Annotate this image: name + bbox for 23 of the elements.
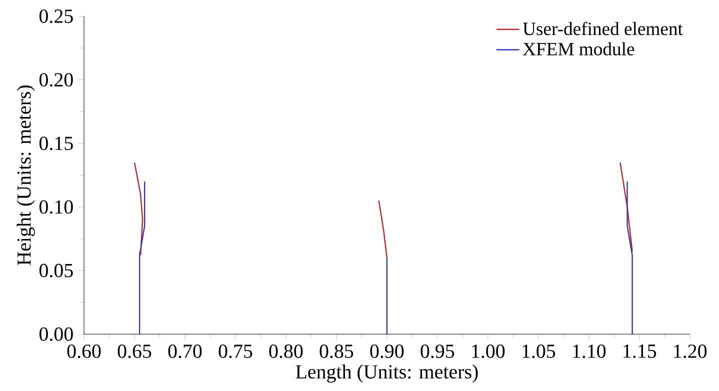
- x-tick-label: 0.75: [218, 344, 252, 358]
- x-tick-label: 0.90: [370, 344, 404, 358]
- x-tick-label: 0.65: [118, 344, 152, 358]
- x-tick-label: 0.85: [320, 344, 354, 358]
- legend-label: User-defined element: [522, 22, 683, 36]
- x-tick-label: 1.15: [624, 344, 656, 358]
- legend-label: XFEM module: [522, 42, 634, 56]
- y-tick-label: 0.20: [39, 72, 73, 86]
- y-tick-label: 0.25: [39, 9, 73, 23]
- x-tick-label: 0.80: [269, 344, 303, 358]
- x-tick-label: 0.95: [420, 344, 454, 358]
- x-tick-label: 1.00: [472, 344, 505, 358]
- x-tick-label: 0.70: [168, 344, 202, 358]
- x-axis-title: Length (Units: meters): [296, 364, 478, 383]
- y-tick-label: 0.05: [39, 264, 73, 278]
- x-tick-label: 0.60: [67, 344, 101, 358]
- y-axis-title: Height (Units: meters): [16, 85, 35, 266]
- x-tick-label: 1.10: [573, 344, 606, 358]
- x-tick-label: 1.05: [522, 344, 556, 358]
- y-tick-label: 0.10: [39, 200, 73, 214]
- x-tick-label: 1.20: [674, 344, 707, 358]
- y-tick-label: 0.15: [39, 136, 73, 150]
- y-tick-label: 0.00: [39, 327, 73, 341]
